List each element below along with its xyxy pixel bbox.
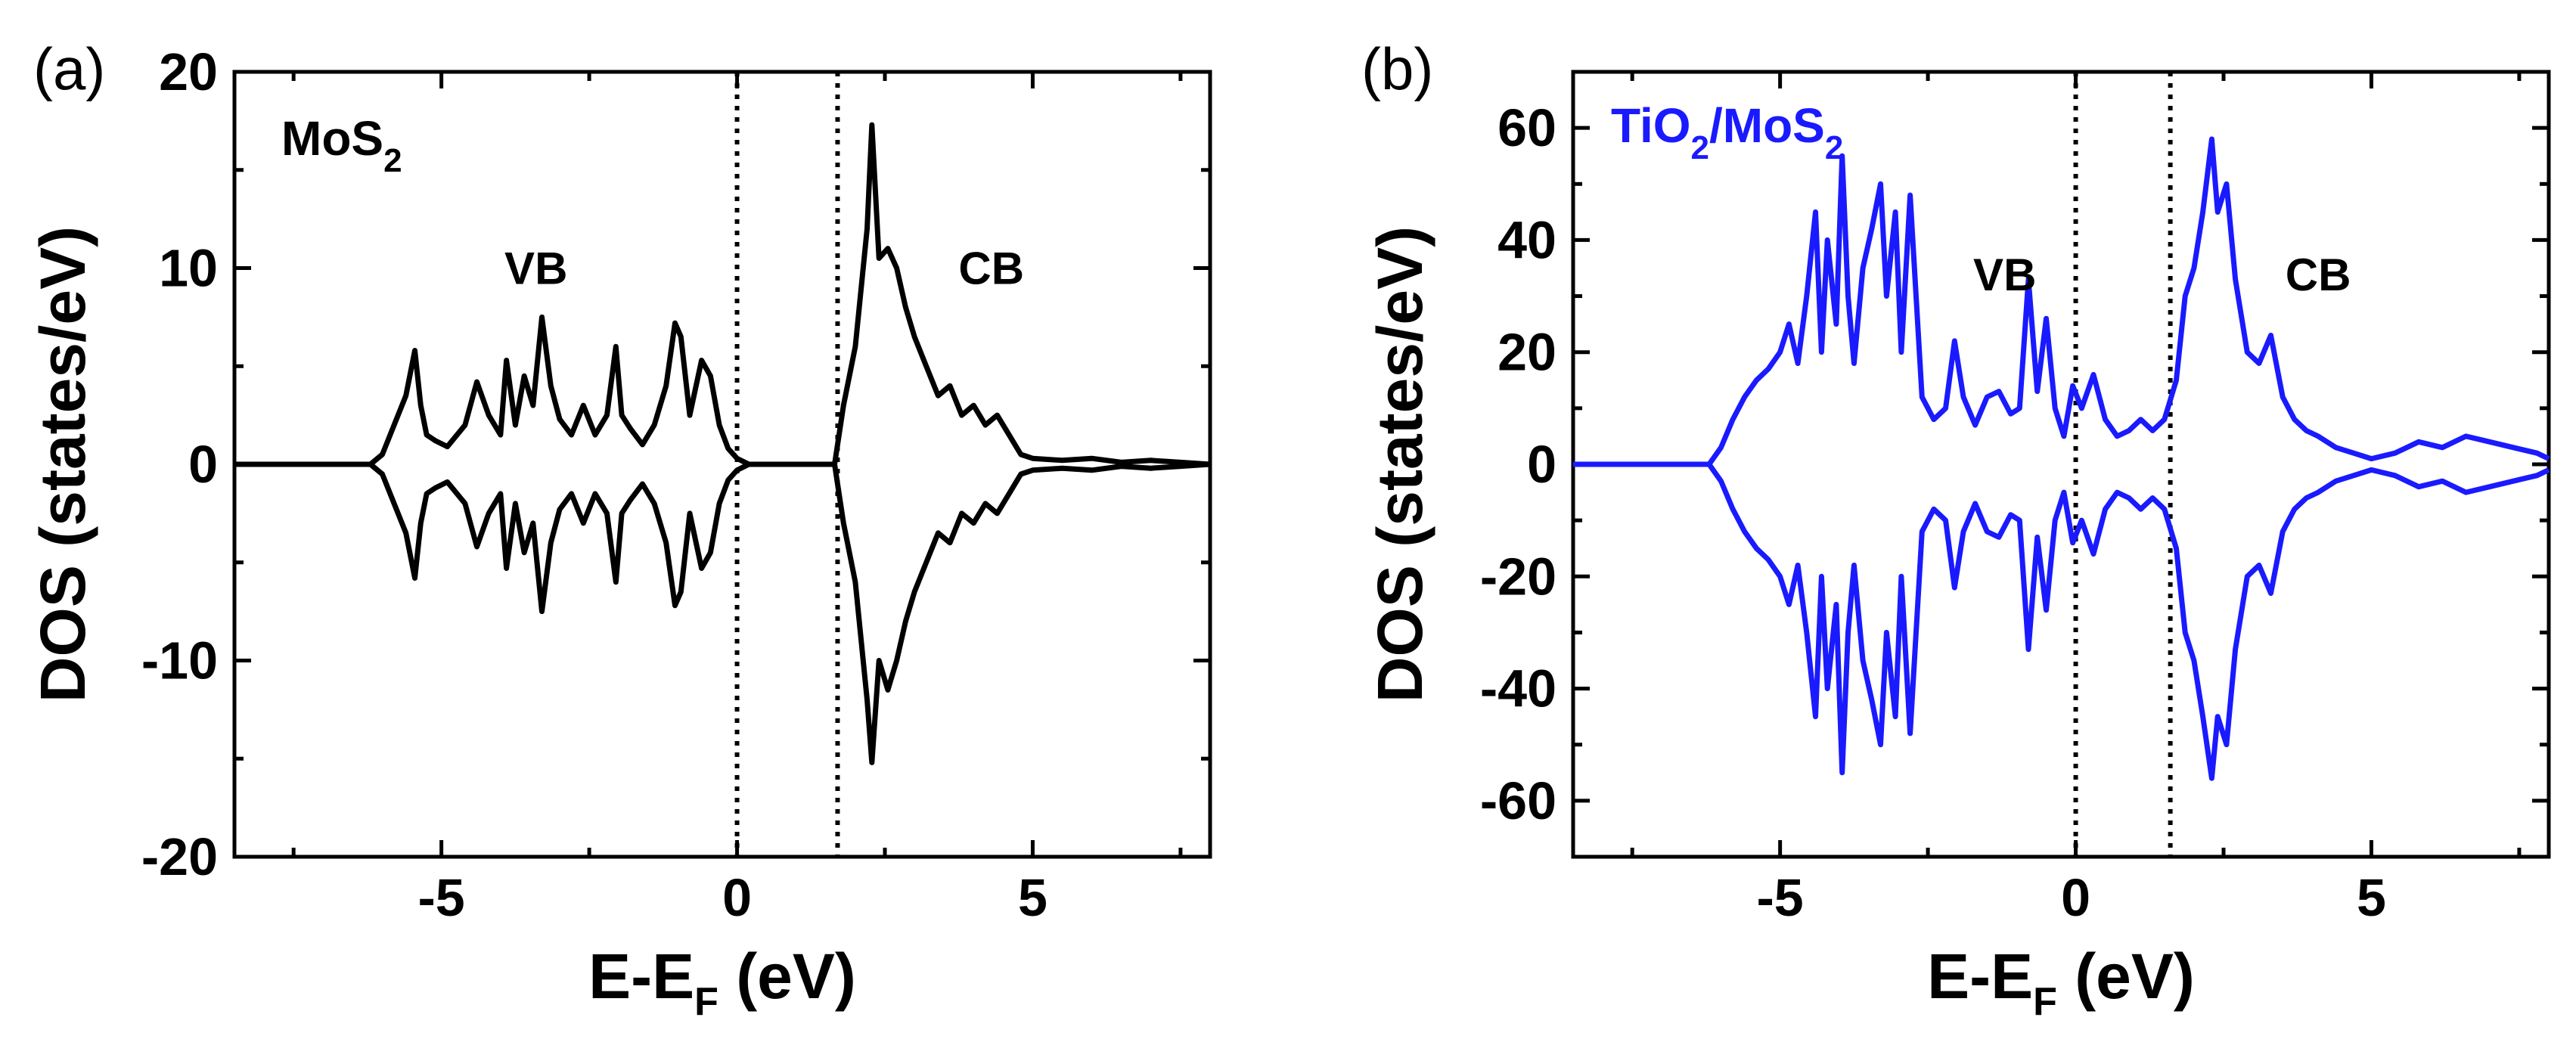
panel-b-label: (b) (1361, 36, 1433, 102)
x-tick-label: 0 (2061, 868, 2090, 927)
panel-a-annotations: VB CB (504, 243, 1024, 293)
y-tick-label: -40 (1480, 659, 1556, 718)
panel-a: (a) -5 0 5 -20 -10 0 10 20 VB CB MoS2 DOS (state… (27, 36, 1212, 1024)
panel-b-reference-lines (2073, 72, 2173, 857)
panel-b-ticks: -5 0 5 -60 -40 -20 0 20 40 60 (1480, 70, 2549, 927)
panel-a-frame (232, 70, 1212, 859)
y-tick-label: 20 (1497, 323, 1556, 382)
panel-b-frame (1571, 70, 2551, 859)
y-tick-label: 40 (1497, 210, 1556, 269)
panel-b-curves (1573, 136, 2550, 781)
panel-b-tag: TiO2/MoS2 (1611, 98, 1843, 166)
series-spin-up (1573, 136, 2550, 467)
y-tick-label: -20 (1480, 547, 1556, 606)
y-tick-label: 0 (1527, 435, 1556, 494)
panel-a-tag: MoS2 (281, 111, 402, 179)
y-tick-label: 0 (188, 435, 218, 494)
x-tick-label: 0 (722, 868, 752, 927)
y-tick-label: -60 (1480, 771, 1556, 830)
annotation-cb: CB (2286, 250, 2351, 300)
panel-a-curves (234, 122, 1211, 765)
y-tick-label: 10 (159, 239, 218, 298)
panel-b-ylabel: DOS (states/eV) (1364, 226, 1435, 702)
panel-a-ylabel: DOS (states/eV) (27, 226, 98, 702)
annotation-vb: VB (504, 243, 567, 293)
panel-a-ticks: -5 0 5 -20 -10 0 10 20 (141, 42, 1210, 927)
panel-b-xlabel: E-EF (eV) (1927, 941, 2195, 1024)
y-tick-label: -10 (141, 631, 218, 690)
annotation-cb: CB (958, 243, 1024, 293)
annotation-vb: VB (1973, 250, 2036, 300)
panel-a-xlabel: E-EF (eV) (588, 941, 856, 1024)
panel-b-annotations: VB CB (1973, 250, 2351, 300)
series-spin-down (234, 461, 1211, 765)
x-tick-label: 5 (2357, 868, 2386, 927)
panel-a-label: (a) (33, 36, 105, 102)
series-spin-up (234, 122, 1211, 467)
series-spin-down (1573, 461, 2550, 781)
x-tick-label: -5 (418, 868, 465, 927)
x-tick-label: -5 (1757, 868, 1804, 927)
x-tick-label: 5 (1018, 868, 1047, 927)
y-tick-label: 60 (1497, 98, 1556, 157)
y-tick-label: 20 (159, 42, 218, 101)
y-tick-label: -20 (141, 827, 218, 886)
